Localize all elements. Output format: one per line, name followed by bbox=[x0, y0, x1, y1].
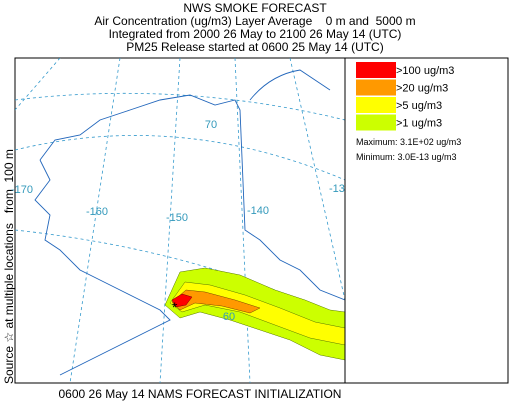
map-label: -160 bbox=[86, 206, 108, 218]
legend-maximum: Maximum: 3.1E+02 ug/m3 bbox=[356, 137, 461, 147]
source-marker: * bbox=[172, 299, 178, 315]
graticule bbox=[15, 135, 345, 181]
graticule bbox=[15, 92, 345, 121]
subtitle: Integrated from 2000 26 May to 2100 26 M… bbox=[109, 27, 402, 41]
side-label: Source ☆ at multiple locations from 100 … bbox=[2, 149, 16, 384]
plume bbox=[171, 289, 261, 314]
subtitle: Air Concentration (ug/m3) Layer Average … bbox=[94, 14, 415, 28]
map-label: 60 bbox=[223, 311, 235, 323]
subtitle: PM25 Release started at 0600 25 May 14 (… bbox=[126, 40, 383, 54]
graticule bbox=[234, 58, 251, 383]
legend-label: >5 ug/m3 bbox=[396, 100, 442, 112]
legend-swatch bbox=[356, 79, 396, 96]
footer: 0600 26 May 14 NAMS FORECAST INITIALIZAT… bbox=[59, 387, 342, 401]
legend-label: >100 ug/m3 bbox=[396, 65, 454, 77]
coastline bbox=[34, 159, 171, 376]
legend-label: >20 ug/m3 bbox=[396, 83, 448, 95]
map-label: -170 bbox=[11, 184, 33, 196]
legend-swatch bbox=[356, 97, 396, 113]
graticule bbox=[159, 58, 181, 383]
coastline bbox=[39, 94, 345, 301]
legend-label: >1 ug/m3 bbox=[396, 118, 442, 130]
coastline bbox=[249, 69, 331, 101]
plume bbox=[171, 293, 193, 308]
map-label: -150 bbox=[166, 212, 188, 224]
legend-minimum: Minimum: 3.0E-13 ug/m3 bbox=[356, 152, 457, 162]
graticule bbox=[69, 58, 121, 383]
title: NWS SMOKE FORECAST bbox=[183, 1, 327, 15]
legend-swatch bbox=[356, 62, 396, 78]
map-label: 70 bbox=[205, 119, 217, 131]
map-label: -140 bbox=[247, 205, 269, 217]
legend-swatch bbox=[356, 114, 396, 131]
graticule bbox=[289, 58, 345, 301]
map-content: * bbox=[15, 58, 345, 383]
